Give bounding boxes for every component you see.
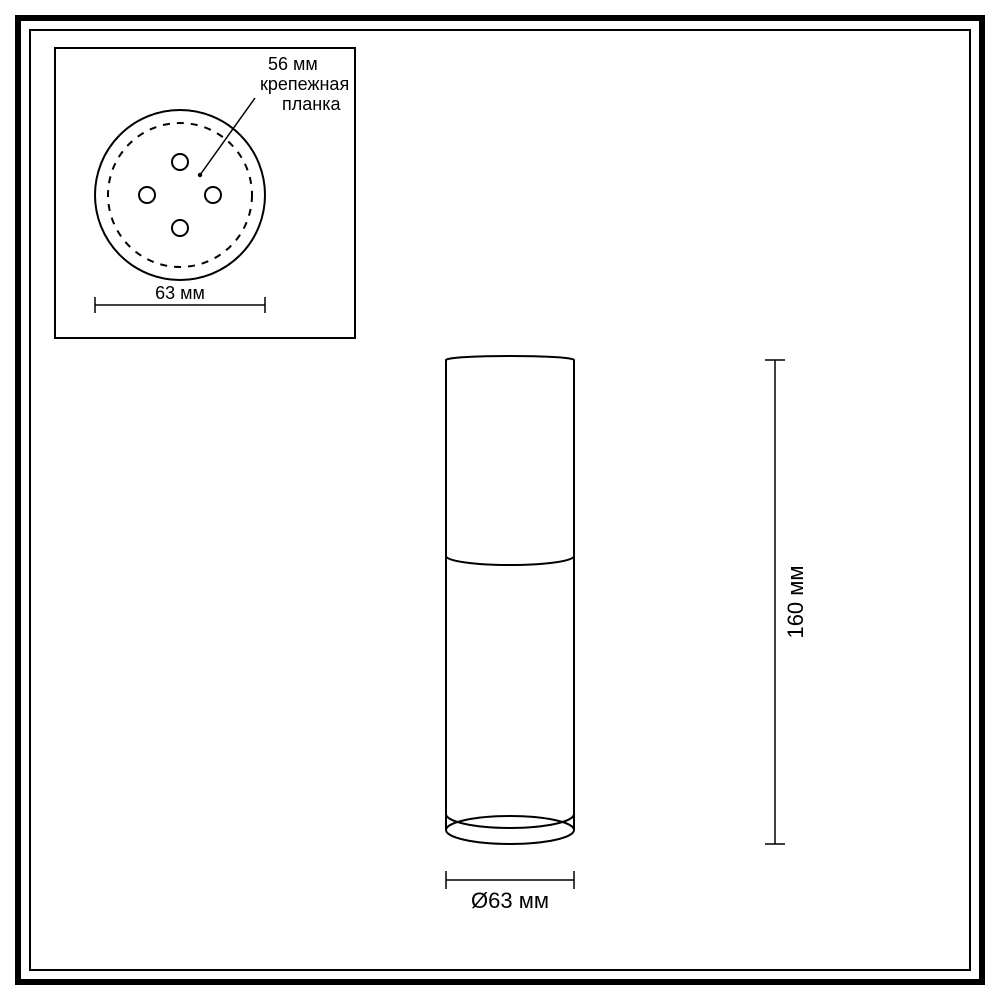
diagram-canvas: 56 ммкрепежнаяпланка 63 мм 160 мм Ø63 мм xyxy=(0,0,1000,1000)
diameter-dim-label: Ø63 мм xyxy=(471,888,549,913)
diagram-svg: 56 ммкрепежнаяпланка 63 мм 160 мм Ø63 мм xyxy=(0,0,1000,1000)
inset-dim-63: 63 мм xyxy=(155,283,205,303)
inset-bracket-label-1: крепежная xyxy=(260,74,349,94)
inset-dim-56: 56 мм xyxy=(268,54,318,74)
height-dim-label: 160 мм xyxy=(783,565,808,638)
inset-bracket-label-2: планка xyxy=(282,94,341,114)
